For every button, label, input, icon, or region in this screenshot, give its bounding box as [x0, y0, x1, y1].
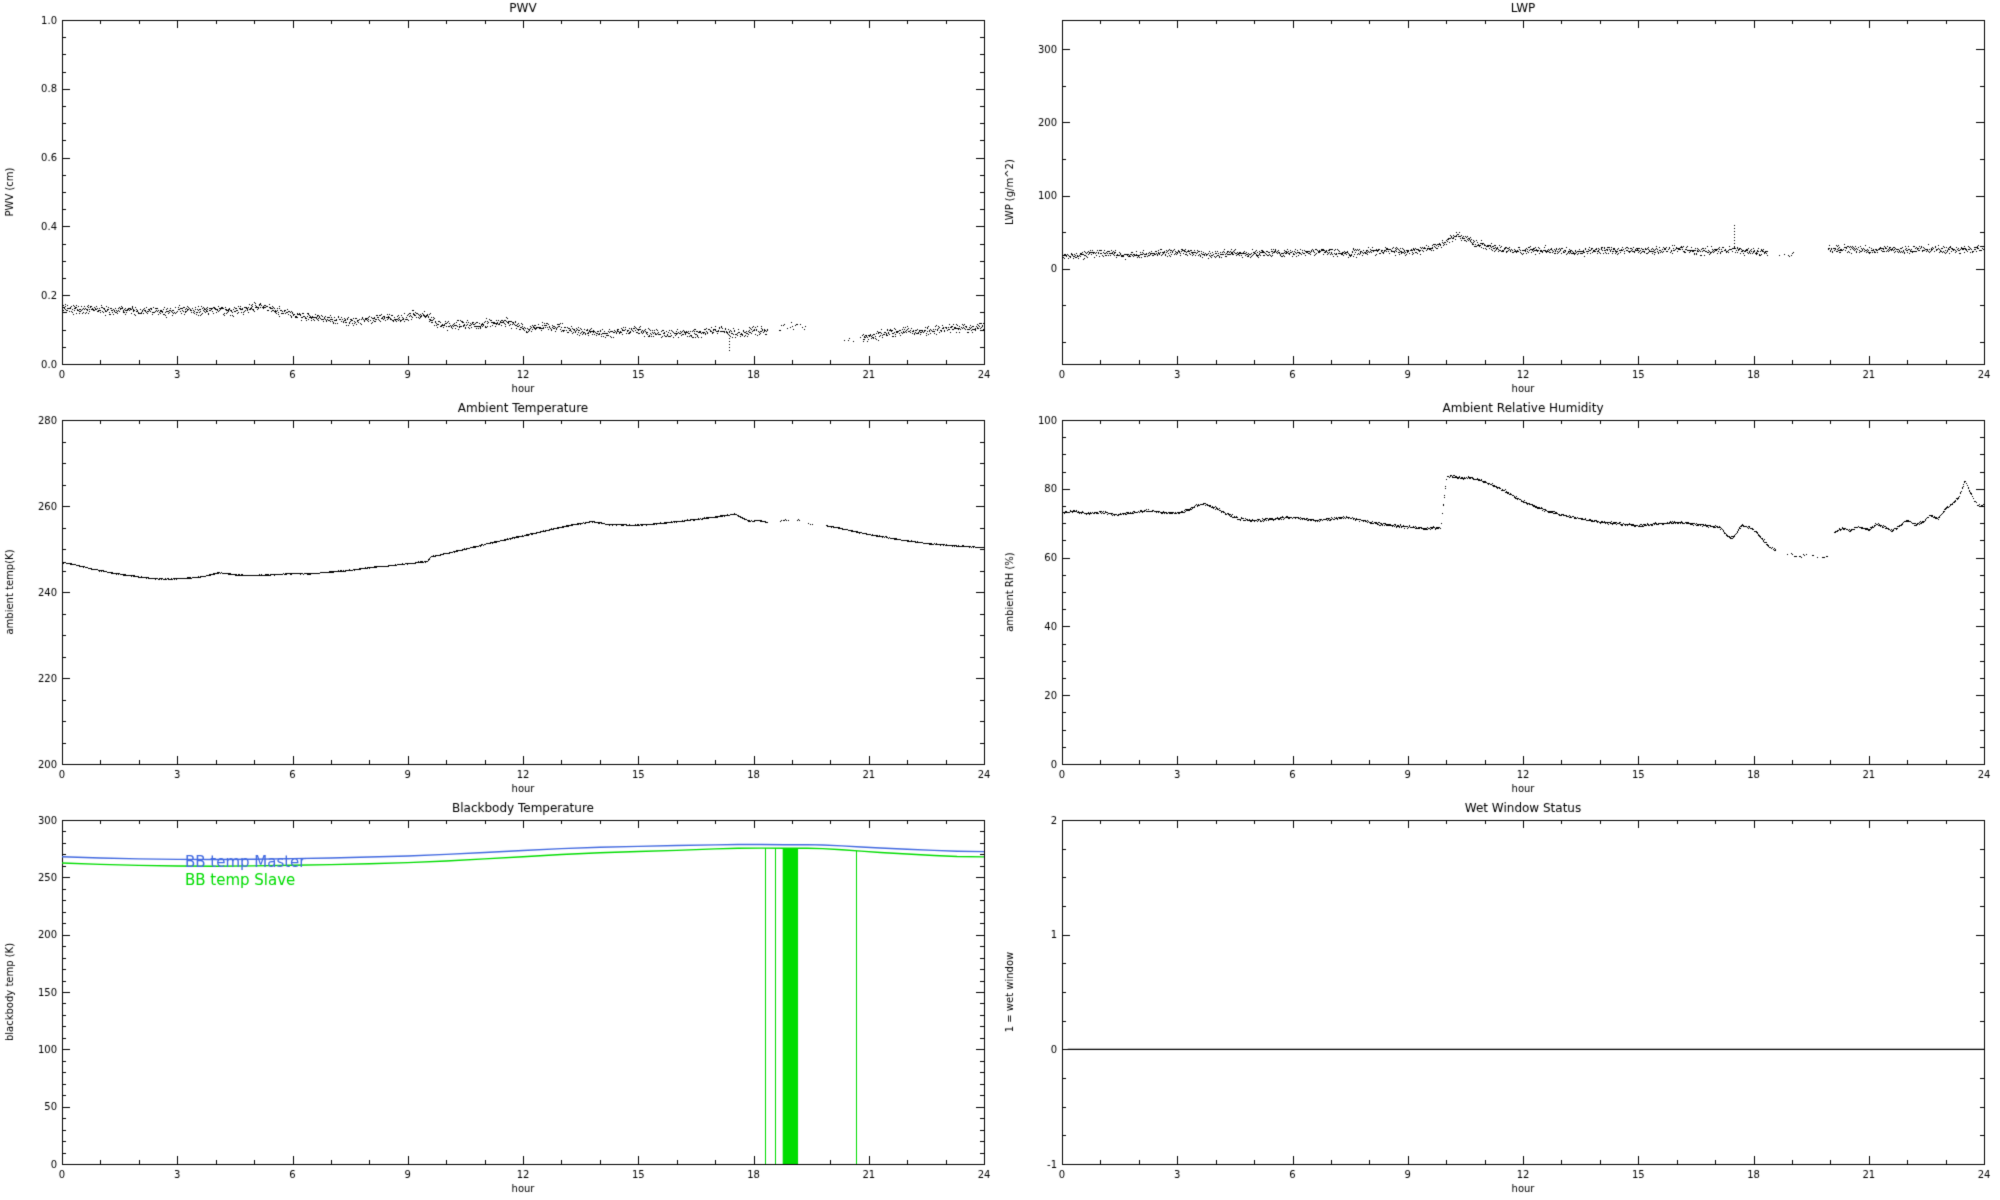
- wet-window-status-chart: [1000, 800, 2000, 1200]
- lwp-chart: [1000, 0, 2000, 400]
- blackbody-temperature-chart: [0, 800, 1000, 1200]
- blackbody-temperature-plot-cell: [0, 800, 1000, 1200]
- pwv-chart: [0, 0, 1000, 400]
- lwp-plot-cell: [1000, 0, 2000, 400]
- ambient-relative-humidity-chart: [1000, 400, 2000, 800]
- ambient-temperature-chart: [0, 400, 1000, 800]
- pwv-plot-cell: [0, 0, 1000, 400]
- wet-window-status-plot-cell: [1000, 800, 2000, 1200]
- ambient-relative-humidity-plot-cell: [1000, 400, 2000, 800]
- ambient-temperature-plot-cell: [0, 400, 1000, 800]
